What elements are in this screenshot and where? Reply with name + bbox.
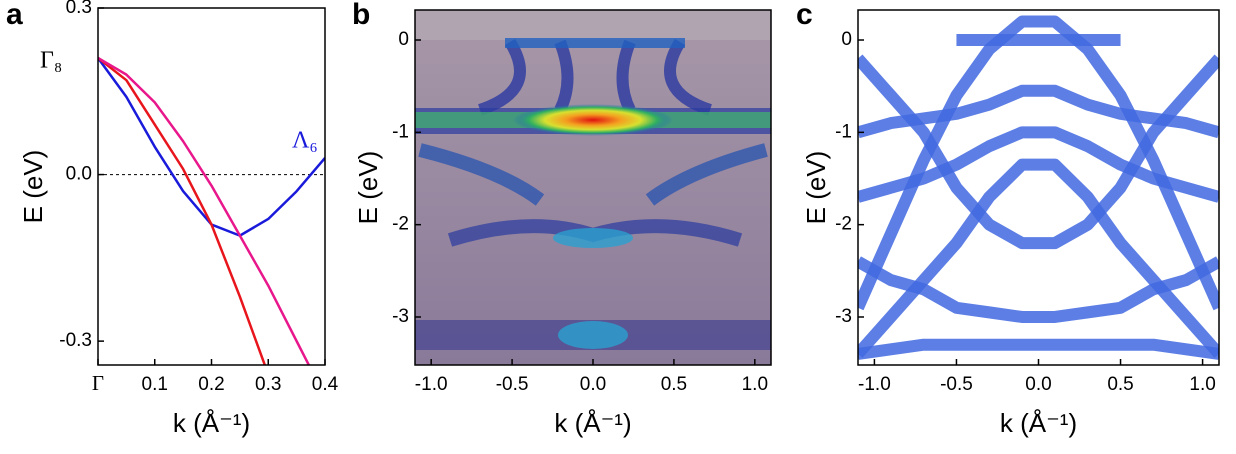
arpes-image <box>415 10 771 365</box>
x-tick-label: -0.5 <box>940 374 973 395</box>
panel-letter: a <box>6 0 23 31</box>
x-axis-label: k (Å⁻¹) <box>173 408 250 438</box>
plot-area <box>98 56 325 365</box>
y-tick-label: 0.0 <box>66 164 92 185</box>
series-line <box>858 15 1219 311</box>
annotation: Γ₈ <box>40 48 62 74</box>
x-tick-label: Γ <box>92 371 104 395</box>
series-line <box>858 126 1219 203</box>
panel-letter: b <box>352 0 370 31</box>
y-tick-label: -1 <box>392 121 409 142</box>
series-line <box>858 256 1219 323</box>
x-tick-label: 1.0 <box>1189 374 1215 395</box>
annotation: Λ₆ <box>292 128 318 154</box>
series-line <box>98 56 267 365</box>
series-line <box>858 54 1219 250</box>
y-tick-label: -3 <box>392 306 409 327</box>
y-tick-label: -0.3 <box>59 330 92 351</box>
x-tick-label: 0.2 <box>198 374 224 395</box>
y-tick-label: -2 <box>392 214 409 235</box>
x-tick-label: -0.5 <box>496 374 529 395</box>
y-tick-label: 0 <box>398 29 409 50</box>
x-tick-label: 0.5 <box>661 374 687 395</box>
y-tick-label: -2 <box>835 214 852 235</box>
x-tick-label: 0.5 <box>1107 374 1133 395</box>
x-tick-label: 0.3 <box>255 374 281 395</box>
x-tick-label: 1.0 <box>742 374 768 395</box>
x-tick-label: -1.0 <box>858 374 891 395</box>
x-tick-label: 0.0 <box>580 374 606 395</box>
plot-area <box>858 15 1219 360</box>
y-tick-label: 0.3 <box>66 0 92 18</box>
panel-letter: c <box>796 0 813 31</box>
x-tick-label: 0.4 <box>312 374 339 395</box>
y-tick-label: -3 <box>835 306 852 327</box>
series-line <box>98 56 311 365</box>
x-tick-label: -1.0 <box>415 374 448 395</box>
x-tick-label: 0.1 <box>142 374 168 395</box>
x-tick-label: 0.0 <box>1025 374 1051 395</box>
y-axis-label: E (eV) <box>353 151 383 225</box>
y-tick-label: -1 <box>835 121 852 142</box>
x-axis-label: k (Å⁻¹) <box>554 408 631 438</box>
y-axis-label: E (eV) <box>801 151 831 225</box>
y-axis-label: E (eV) <box>18 150 48 224</box>
series-line <box>98 57 325 237</box>
series-line <box>858 338 1219 360</box>
x-axis-label: k (Å⁻¹) <box>1000 408 1077 438</box>
y-tick-label: 0 <box>841 29 852 50</box>
